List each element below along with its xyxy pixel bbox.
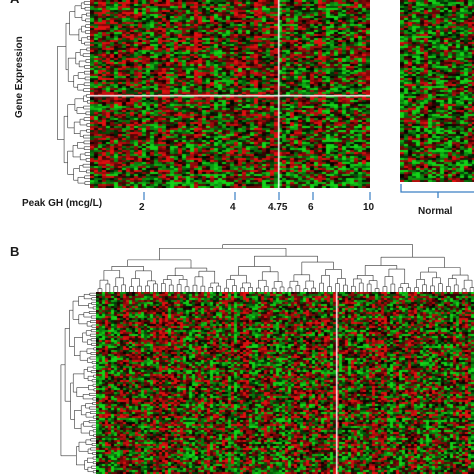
panel-b-heatmap [96,292,474,474]
gene-expression-axis-label: Gene Expression [14,36,25,118]
panel-b-column-dendrogram [97,244,474,292]
peak-gh-axis-label: Peak GH (mcg/L) [22,198,103,209]
panel-b-row-dendrogram [60,292,96,474]
tick-label-4-75: 4.75 [268,202,288,213]
peak-gh-axis [143,192,371,200]
panel-a-row-dendrogram [56,1,90,185]
tick-label-2: 2 [139,202,145,213]
normal-group-bracket [400,184,474,198]
normal-group-label: Normal [418,206,453,217]
panel-a-letter: A [10,0,19,6]
tick-label-4: 4 [230,202,236,213]
panel-a-heatmap-normal [400,0,474,182]
tick-label-6: 6 [308,202,314,213]
tick-label-10: 10 [363,202,375,213]
panel-a-heatmap-main [90,0,370,188]
panel-b-letter: B [10,244,20,259]
normal-bracket-path [400,184,474,198]
